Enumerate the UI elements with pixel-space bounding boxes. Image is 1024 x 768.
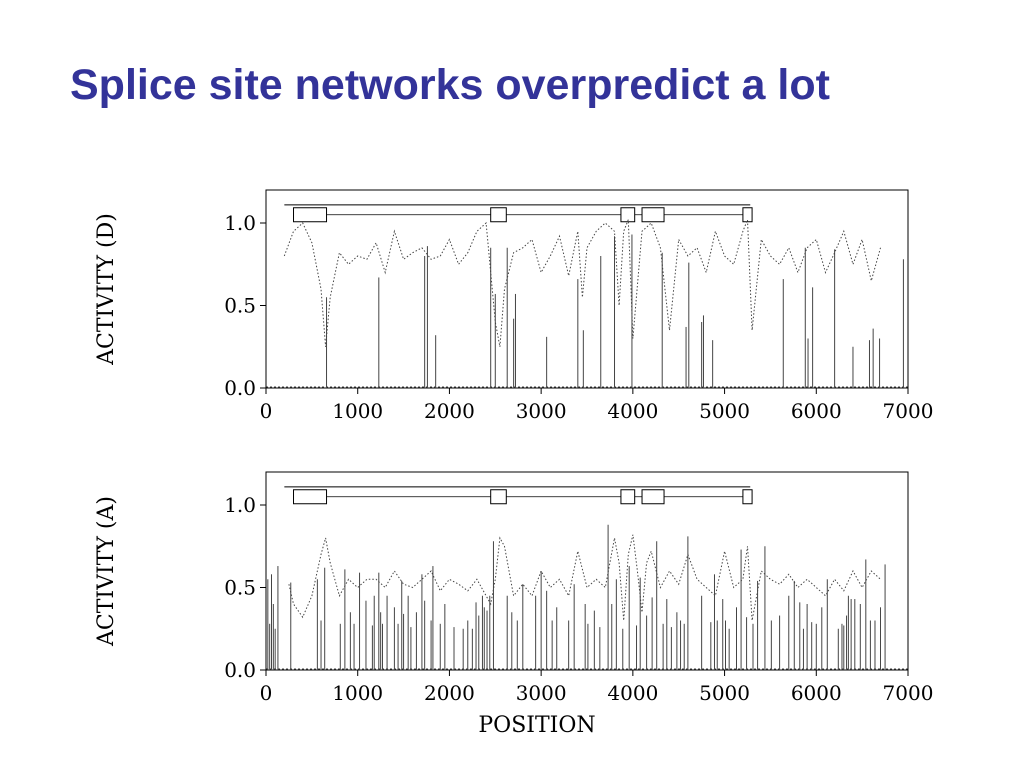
y-tick-label: 1.0 (224, 211, 256, 235)
x-tick-label: 3000 (516, 399, 567, 423)
x-tick-label: 6000 (791, 399, 842, 423)
donor-activity-chart: 0.0 0.5 1.0 0 1000 2000 3000 4000 5000 6000 7000 AC… (94, 189, 934, 423)
x-tick-label: 0 (260, 399, 273, 423)
y-axis-label: ACTIVITY (A) (94, 496, 119, 647)
exon-box (620, 489, 636, 505)
x-tick-label: 2000 (424, 681, 475, 705)
slide-title: Splice site networks overpredict a lot (70, 61, 830, 109)
plot-frame (265, 471, 909, 671)
x-axis-label: POSITION (478, 713, 595, 738)
x-tick-label: 2000 (424, 399, 475, 423)
exon-box (490, 207, 507, 223)
y-tick-label: 0.0 (224, 376, 256, 400)
exon-box (293, 489, 328, 505)
exon-box (742, 207, 753, 223)
x-tick-label: 5000 (699, 681, 750, 705)
x-tick-label: 3000 (516, 681, 567, 705)
exon-box (742, 489, 753, 505)
y-tick-label: 0.0 (224, 658, 256, 682)
activity-trace (288, 534, 881, 621)
x-tick-label: 4000 (607, 681, 658, 705)
x-tick-label: 6000 (791, 681, 842, 705)
plot-frame (265, 189, 909, 389)
y-axis-label: ACTIVITY (D) (94, 213, 119, 366)
exon-box (641, 207, 665, 223)
y-tick-label: 0.5 (224, 576, 256, 600)
x-tick-label: 7000 (883, 399, 934, 423)
acceptor-activity-chart: 0.0 0.5 1.0 0 1000 2000 3000 4000 5000 6000 7000 AC… (94, 471, 934, 738)
x-tick-label: 1000 (332, 681, 383, 705)
exon-box (641, 489, 665, 505)
y-tick-label: 0.5 (224, 294, 256, 318)
x-tick-label: 1000 (332, 399, 383, 423)
x-tick-label: 0 (260, 681, 273, 705)
exon-box (620, 207, 636, 223)
y-tick-label: 1.0 (224, 493, 256, 517)
activity-trace (283, 219, 881, 347)
x-tick-label: 7000 (883, 681, 934, 705)
x-tick-label: 5000 (699, 399, 750, 423)
exon-box (293, 207, 328, 223)
x-tick-label: 4000 (607, 399, 658, 423)
exon-box (490, 489, 507, 505)
